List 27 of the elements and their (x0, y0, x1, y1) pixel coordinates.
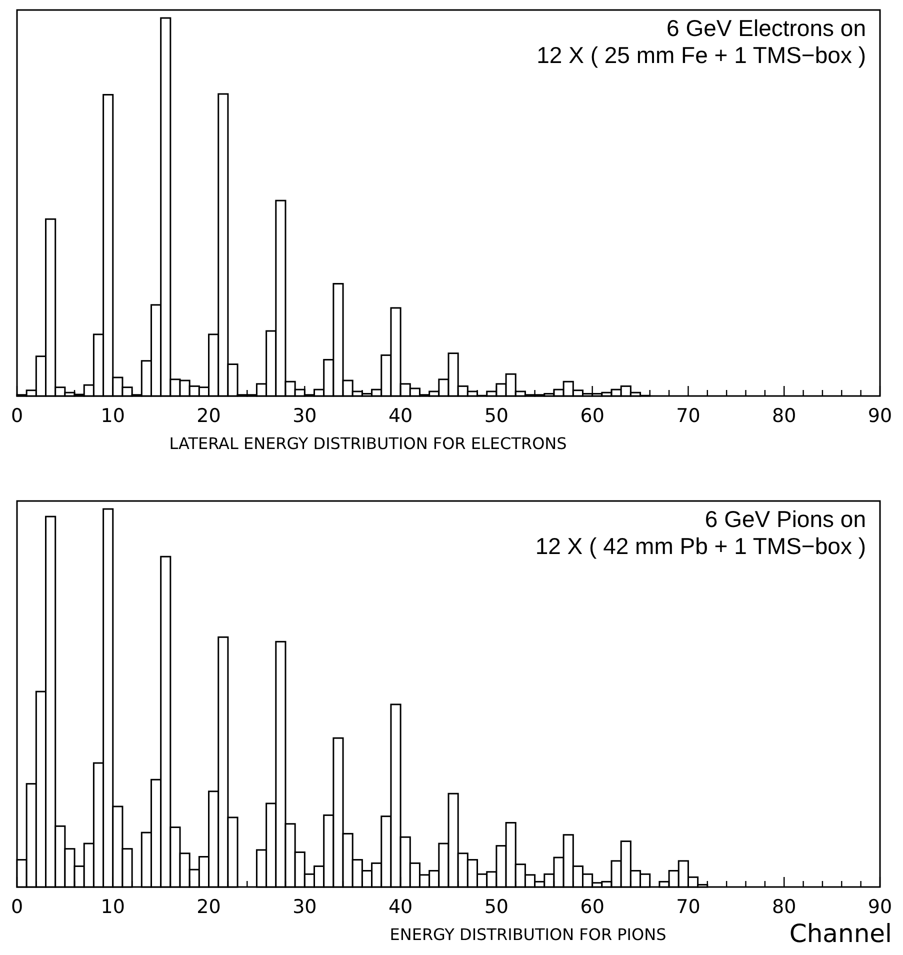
x-tick-label: 0 (10, 896, 24, 918)
x-tick-label: 50 (484, 896, 509, 918)
x-tick-label: 60 (580, 896, 604, 918)
x-tick-label: 0 (10, 405, 24, 427)
x-tick-label: 20 (196, 896, 221, 918)
x-tick-label: 40 (388, 896, 413, 918)
text: LATERAL ENERGY DISTRIBUTION FOR ELECTRONS (169, 434, 567, 453)
x-tick-label: 70 (676, 896, 700, 918)
annotation: 6 GeV Electrons on (666, 15, 866, 41)
annotation: 12 X ( 42 mm Pb + 1 TMS−box ) (535, 533, 866, 559)
x-tick-label: 30 (292, 405, 317, 427)
x-axis-title: Channel (789, 919, 892, 948)
x-tick-label: 80 (772, 896, 796, 918)
text: ENERGY DISTRIBUTION FOR PIONS (390, 925, 666, 944)
x-tick-label: 30 (292, 896, 317, 918)
x-tick-label: 80 (772, 405, 796, 427)
annotation: 6 GeV Pions on (704, 506, 866, 532)
x-tick-label: 20 (196, 405, 221, 427)
x-tick-label: 40 (388, 405, 413, 427)
x-tick-label: 60 (580, 405, 604, 427)
x-tick-label: 50 (484, 405, 509, 427)
x-tick-label: 70 (676, 405, 700, 427)
x-tick-label: 10 (100, 405, 125, 427)
x-tick-label: 10 (100, 896, 125, 918)
x-tick-label: 90 (868, 896, 892, 918)
annotation: 12 X ( 25 mm Fe + 1 TMS−box ) (536, 42, 866, 68)
x-tick-label: 90 (868, 405, 892, 427)
